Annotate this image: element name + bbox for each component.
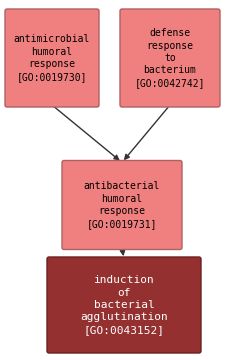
Text: defense
response
to
bacterium
[GO:0042742]: defense response to bacterium [GO:004274…	[134, 28, 204, 88]
FancyBboxPatch shape	[119, 9, 219, 107]
FancyBboxPatch shape	[5, 9, 99, 107]
Text: induction
of
bacterial
agglutination
[GO:0043152]: induction of bacterial agglutination [GO…	[80, 275, 167, 335]
Text: antimicrobial
humoral
response
[GO:0019730]: antimicrobial humoral response [GO:00197…	[14, 35, 90, 82]
Text: antibacterial
humoral
response
[GO:0019731]: antibacterial humoral response [GO:00197…	[84, 181, 160, 229]
FancyBboxPatch shape	[47, 257, 200, 353]
FancyBboxPatch shape	[62, 161, 181, 249]
